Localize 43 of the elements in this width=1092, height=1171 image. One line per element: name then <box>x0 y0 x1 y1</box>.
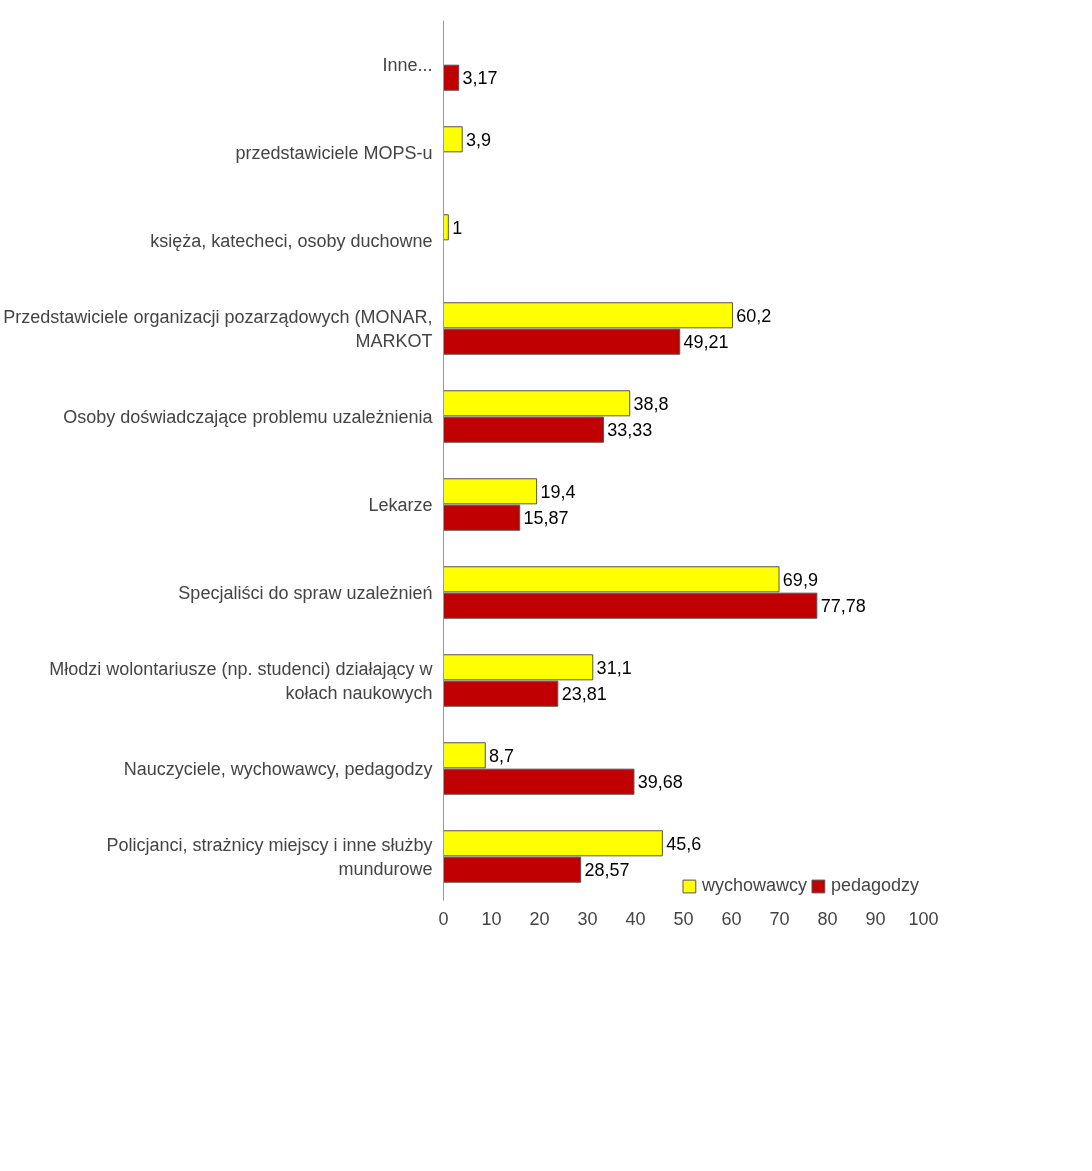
data-label: 8,7 <box>489 745 515 766</box>
bar <box>443 126 463 153</box>
x-tick-label: 20 <box>529 908 550 929</box>
x-tick-label: 100 <box>908 908 939 929</box>
legend-label: pedagodzy <box>830 875 919 896</box>
data-label: 23,81 <box>561 684 607 705</box>
data-label: 3,9 <box>466 129 492 150</box>
data-label: 1 <box>452 217 463 238</box>
x-tick-label: 10 <box>481 908 502 929</box>
x-tick-label: 70 <box>769 908 790 929</box>
y-tick-label: Osoby doświadczające problemu uzależnienia <box>63 406 434 427</box>
y-tick-label: Lekarze <box>368 494 433 515</box>
y-tick-label: Przedstawiciele organizacji pozarządowych (MONAR, MARKOT <box>3 306 433 351</box>
y-tick-label: Nauczyciele, wychowawcy, pedagodzy <box>123 758 433 779</box>
data-label: 69,9 <box>782 569 818 590</box>
legend-label: wychowawcy <box>701 875 807 896</box>
data-label: 31,1 <box>596 657 632 678</box>
data-label: 28,57 <box>584 860 630 881</box>
y-tick-label: księża, katecheci, osoby duchowne <box>150 230 433 251</box>
y-tick-label: przedstawiciele MOPS-u <box>235 142 433 163</box>
x-tick-label: 40 <box>625 908 646 929</box>
x-tick-label: 90 <box>865 908 886 929</box>
data-label: 15,87 <box>523 508 569 529</box>
y-tick-label: Inne... <box>382 54 433 75</box>
x-tick-label: 50 <box>673 908 694 929</box>
data-label: 49,21 <box>683 332 729 353</box>
data-label: 38,8 <box>633 393 669 414</box>
data-label: 39,68 <box>637 772 683 793</box>
x-tick-label: 30 <box>577 908 598 929</box>
data-label: 33,33 <box>607 420 653 441</box>
bar <box>443 214 449 241</box>
data-label: 3,17 <box>462 68 498 89</box>
data-label: 45,6 <box>666 833 702 854</box>
bar <box>443 64 460 91</box>
y-tick-label: Młodzi wolontariusze (np. studenci) działający w kołach naukowych <box>49 658 434 703</box>
y-tick-label: Policjanci, strażnicy miejscy i inne służby mundurowe <box>106 834 433 879</box>
data-label: 77,78 <box>820 596 866 617</box>
x-tick-label: 60 <box>721 908 742 929</box>
x-tick-label: 0 <box>438 908 449 929</box>
data-label: 19,4 <box>540 481 576 502</box>
x-tick-label: 80 <box>817 908 838 929</box>
data-label: 60,2 <box>736 305 772 326</box>
y-tick-label: Specjaliści do spraw uzależnień <box>178 582 433 603</box>
